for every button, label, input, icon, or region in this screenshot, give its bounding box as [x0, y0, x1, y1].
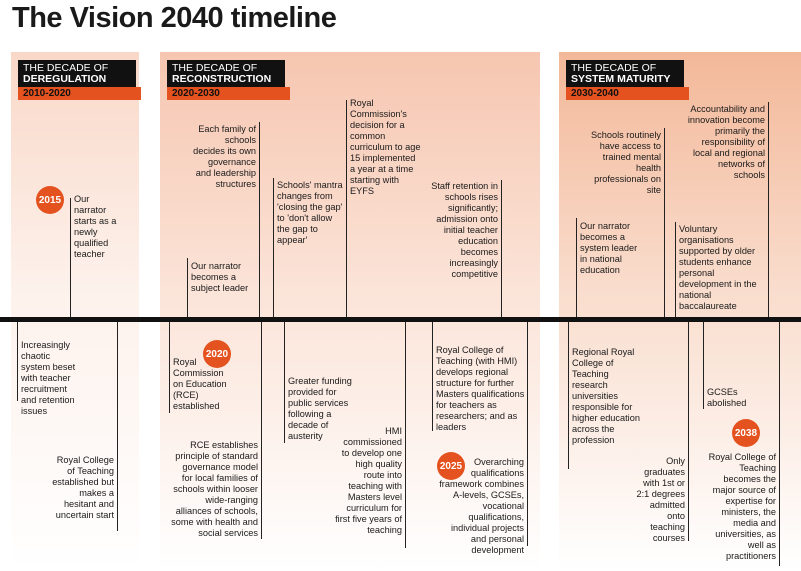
decade-heading-prefix: THE DECADE OF — [571, 62, 657, 74]
event-regional-college: Regional Royal College of Teaching resea… — [572, 347, 640, 445]
event-family-of-schools: Each family of schools decides its own g… — [193, 124, 256, 189]
connector-line — [273, 178, 274, 318]
connector-line — [501, 180, 502, 318]
timeline-axis — [0, 317, 801, 322]
year-badge-2038: 2038 — [732, 419, 760, 447]
connector-line — [779, 321, 780, 566]
decade-years: 2030-2040 — [566, 87, 689, 100]
decade-heading: THE DECADE OF SYSTEM MATURITY — [566, 60, 684, 87]
connector-line — [675, 222, 676, 318]
year-badge-2015: 2015 — [36, 186, 64, 214]
event-mental-health: Schools routinely have access to trained… — [591, 130, 661, 195]
event-mantra: Schools' mantra changes from 'closing th… — [277, 180, 343, 245]
event-rct-hmi-structure: Royal College of Teaching (with HMI) dev… — [436, 345, 525, 432]
event-accountability: Accountability and innovation become pri… — [687, 104, 765, 180]
event-graduates-only: Only graduates with 1st or 2:1 degrees a… — [636, 456, 685, 543]
event-chaotic-system: Increasingly chaotic system beset with t… — [21, 340, 76, 416]
decade-panel-reconstruction: THE DECADE OF RECONSTRUCTION 2020-2030 — [160, 52, 540, 571]
page-title: The Vision 2040 timeline — [12, 2, 337, 34]
decade-heading-prefix: THE DECADE OF — [172, 62, 258, 74]
connector-line — [284, 321, 285, 443]
connector-line — [576, 218, 577, 318]
connector-line — [346, 100, 347, 318]
year-badge-2025: 2025 — [437, 452, 465, 480]
connector-line — [70, 198, 71, 318]
connector-line — [17, 321, 18, 401]
event-voluntary: Voluntary organisations supported by old… — [679, 224, 757, 311]
decade-years: 2010-2020 — [18, 87, 141, 100]
decade-heading: THE DECADE OF DEREGULATION — [18, 60, 136, 87]
connector-line — [527, 321, 528, 546]
connector-line — [259, 122, 260, 318]
event-qualifications-framework: Overarching qualifications framework com… — [439, 457, 524, 555]
event-royal-commission: Royal Commission's decision for a common… — [350, 98, 421, 196]
decade-heading: THE DECADE OF RECONSTRUCTION — [167, 60, 285, 87]
event-subject-leader: Our narrator becomes a subject leader — [191, 261, 249, 293]
connector-line — [169, 321, 170, 413]
event-rct-established: Royal College of Teaching established bu… — [52, 455, 114, 520]
connector-line — [688, 321, 689, 541]
connector-line — [703, 321, 704, 409]
event-greater-funding: Greater funding provided for public serv… — [288, 376, 352, 441]
event-narrator-teacher: Our narrator starts as a newly qualified… — [74, 194, 117, 259]
event-gcses-abolished: GCSEs abolished — [707, 387, 747, 408]
event-rce-principle: RCE establishes principle of standard go… — [171, 440, 258, 538]
connector-line — [568, 321, 569, 469]
connector-line — [405, 321, 406, 548]
event-hmi-commissioned: HMI commissioned to develop one high qua… — [335, 426, 402, 535]
event-system-leader: Our narrator becomes a system leader in … — [580, 221, 638, 275]
connector-line — [432, 321, 433, 431]
connector-line — [261, 321, 262, 539]
decade-panel-deregulation: THE DECADE OF DEREGULATION 2010-2020 — [11, 52, 141, 571]
decade-heading-prefix: THE DECADE OF — [23, 62, 109, 74]
event-rce-established: Royal Commission on Education (RCE) esta… — [173, 357, 227, 411]
connector-line — [117, 321, 118, 531]
decade-heading-name: RECONSTRUCTION — [172, 73, 272, 85]
decade-heading-name: DEREGULATION — [23, 73, 107, 85]
event-staff-retention: Staff retention in schools rises signifi… — [431, 181, 498, 279]
decade-years: 2020-2030 — [167, 87, 290, 100]
event-rct-expertise: Royal College of Teaching becomes the ma… — [708, 452, 776, 561]
decade-heading-name: SYSTEM MATURITY — [571, 73, 671, 85]
connector-line — [664, 128, 665, 318]
connector-line — [187, 258, 188, 318]
decade-panel-system-maturity: THE DECADE OF SYSTEM MATURITY 2030-2040 — [559, 52, 801, 571]
connector-line — [768, 102, 769, 318]
year-badge-2020: 2020 — [203, 340, 231, 368]
